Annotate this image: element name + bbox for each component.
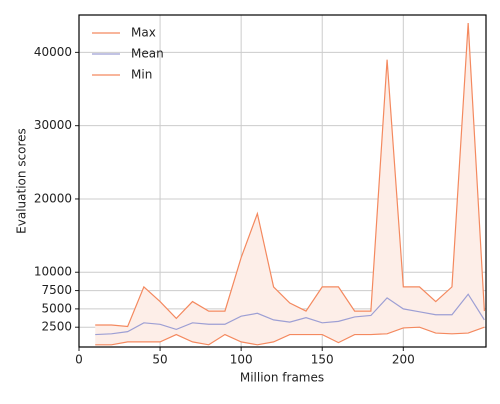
y-tick-label: 2500 [41,320,72,334]
y-tick-label: 20000 [34,191,72,205]
y-tick-label: 40000 [34,45,72,59]
x-tick-label: 0 [75,353,83,367]
x-tick-label: 200 [392,353,415,367]
x-tick-label: 150 [311,353,334,367]
y-tick-label: 10000 [34,265,72,279]
y-tick-label: 30000 [34,118,72,132]
legend-label: Max [131,26,156,40]
x-tick-label: 50 [152,353,167,367]
range-fill [95,23,485,345]
series-line [95,326,485,346]
y-axis-label: Evaluation scores [15,128,29,234]
x-tick-label: 100 [230,353,253,367]
legend-label: Min [131,68,152,82]
y-tick-label: 7500 [41,283,72,297]
series-line [95,293,485,336]
series-line [95,23,485,328]
x-axis-label: Million frames [240,371,324,385]
y-tick-label: 5000 [41,301,72,315]
legend-label: Mean [131,47,164,61]
plot-frame [78,14,487,348]
